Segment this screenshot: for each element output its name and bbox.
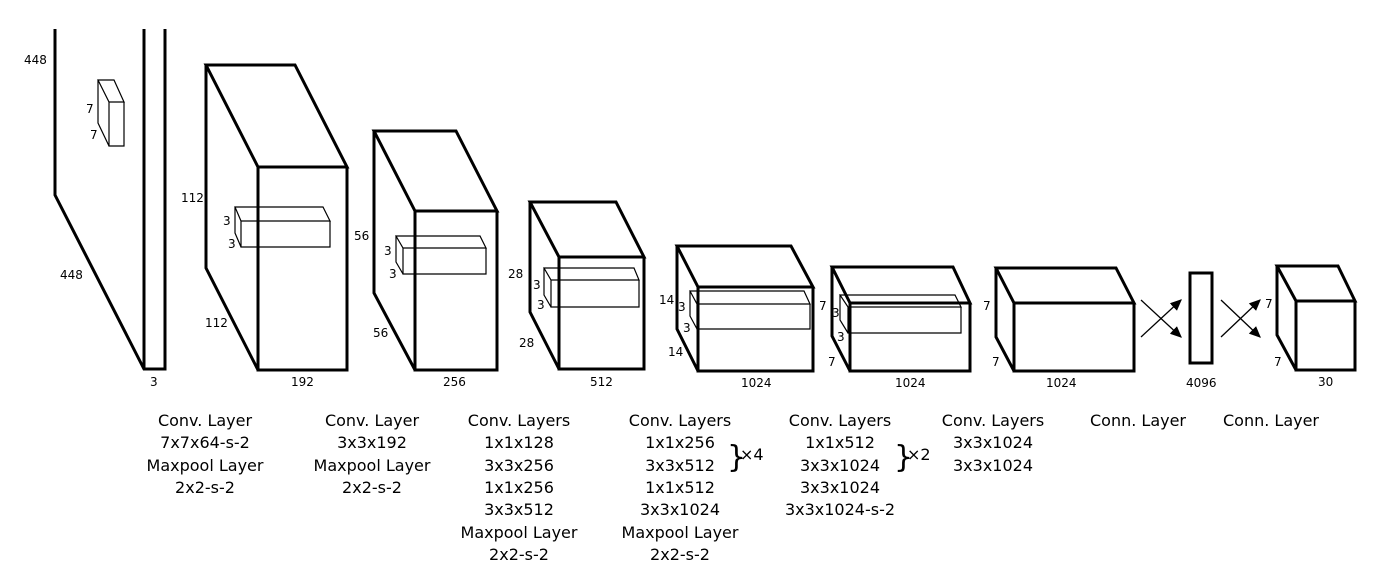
dim-height: 56 (354, 229, 369, 243)
dim-channels: 512 (590, 375, 613, 389)
kernel-dim: 3 (228, 237, 236, 251)
dim-channels: 256 (443, 375, 466, 389)
fully-connected-arrows (1140, 299, 1182, 338)
kernel-dim: 3 (389, 267, 397, 281)
caption-line: 3x3x1024 (953, 433, 1033, 452)
dim-width: 7 (828, 355, 836, 369)
caption-6: Conv. Layers 3x3x1024 3x3x1024 (942, 411, 1044, 475)
caption-line: 3x3x1024 (640, 500, 720, 519)
dim-height: 112 (181, 191, 204, 205)
kernel-dim: 3 (537, 298, 545, 312)
kernel-dim: 3 (223, 214, 231, 228)
caption-line: Conv. Layer (325, 411, 420, 430)
caption-line: 3x3x1024 (953, 456, 1033, 475)
kernel-dim: 7 (90, 128, 98, 142)
caption-line: 3x3x256 (484, 456, 554, 475)
caption-line: Maxpool Layer (147, 456, 264, 475)
caption-line: Maxpool Layer (314, 456, 431, 475)
caption-line: Conv. Layers (942, 411, 1044, 430)
caption-line: Conv. Layers (789, 411, 891, 430)
caption-line: 1x1x256 (484, 478, 554, 497)
dim-height: 7 (819, 299, 827, 313)
caption-line: 2x2-s-2 (342, 478, 402, 497)
caption-line: 3x3x512 (484, 500, 554, 519)
caption-line: 2x2-s-2 (175, 478, 235, 497)
caption-line: Maxpool Layer (461, 523, 578, 542)
caption-line: Conn. Layer (1223, 411, 1319, 430)
dim-width: 28 (519, 336, 534, 350)
dim-width: 112 (205, 316, 228, 330)
caption-line: 3x3x512 (645, 456, 715, 475)
kernel-dim: 3 (533, 278, 541, 292)
caption-line: 3x3x192 (337, 433, 407, 452)
dim-width: 7 (992, 355, 1000, 369)
dim-width: 448 (60, 268, 83, 282)
caption-line: 3x3x1024 (800, 478, 880, 497)
dim-channels: 30 (1318, 375, 1333, 389)
dim-channels: 1024 (895, 376, 926, 390)
caption-7: Conn. Layer (1090, 411, 1186, 430)
dim-units: 4096 (1186, 376, 1217, 390)
caption-3: Conv. Layers 1x1x128 3x3x256 1x1x256 3x3… (461, 411, 578, 564)
kernel-dim: 3 (832, 306, 840, 320)
caption-line: 1x1x128 (484, 433, 554, 452)
fc-layer-4096: 4096 (1186, 271, 1217, 390)
input-image-volume: 448 7 7 448 3 (24, 29, 167, 389)
dim-height: 14 (659, 293, 674, 307)
fully-connected-arrows (1220, 299, 1261, 338)
caption-line: Conv. Layer (158, 411, 253, 430)
feature-volume-7a: 7 3 3 7 1024 (819, 265, 973, 390)
feature-volume-7b: 7 7 1024 (983, 266, 1137, 390)
output-volume: 7 7 30 (1265, 264, 1358, 389)
kernel-dim: 3 (837, 330, 845, 344)
dim-width: 56 (373, 326, 388, 340)
kernel-dim: 3 (678, 300, 686, 314)
caption-line: 1x1x512 (645, 478, 715, 497)
dim-height: 448 (24, 53, 47, 67)
dim-channels: 1024 (741, 376, 772, 390)
caption-line: Maxpool Layer (622, 523, 739, 542)
caption-line: 2x2-s-2 (650, 545, 710, 564)
kernel-dim: 7 (86, 102, 94, 116)
kernel-dim: 3 (384, 244, 392, 258)
feature-volume-28: 28 3 3 28 512 (508, 200, 647, 389)
caption-4: Conv. Layers 1x1x256 3x3x512 1x1x512 3x3… (622, 411, 764, 564)
dim-height: 7 (983, 299, 991, 313)
dim-channels: 3 (150, 375, 158, 389)
repeat-count: ×2 (907, 445, 931, 464)
caption-line: 1x1x256 (645, 433, 715, 452)
dim-width: 7 (1274, 355, 1282, 369)
caption-line: 3x3x1024 (800, 456, 880, 475)
caption-line: 1x1x512 (805, 433, 875, 452)
dim-width: 14 (668, 345, 683, 359)
caption-2: Conv. Layer 3x3x192 Maxpool Layer 2x2-s-… (314, 411, 431, 497)
caption-line: 3x3x1024-s-2 (785, 500, 895, 519)
dim-height: 7 (1265, 297, 1273, 311)
feature-volume-112: 112 3 3 112 192 (181, 63, 350, 389)
caption-line: Conv. Layers (468, 411, 570, 430)
repeat-count: ×4 (740, 445, 764, 464)
caption-line: Conn. Layer (1090, 411, 1186, 430)
caption-line: Conv. Layers (629, 411, 731, 430)
caption-1: Conv. Layer 7x7x64-s-2 Maxpool Layer 2x2… (147, 411, 264, 497)
repeat-brace-icon: } (894, 440, 913, 475)
caption-line: 7x7x64-s-2 (160, 433, 250, 452)
caption-8: Conn. Layer (1223, 411, 1319, 430)
dim-channels: 1024 (1046, 376, 1077, 390)
repeat-brace-icon: } (727, 440, 746, 475)
dim-channels: 192 (291, 375, 314, 389)
kernel-dim: 3 (683, 321, 691, 335)
feature-volume-14: 14 3 3 14 1024 (659, 244, 816, 390)
caption-line: 2x2-s-2 (489, 545, 549, 564)
feature-volume-56: 56 3 3 56 256 (354, 129, 500, 389)
caption-5: Conv. Layers 1x1x512 3x3x1024 3x3x1024 3… (785, 411, 931, 519)
dim-height: 28 (508, 267, 523, 281)
